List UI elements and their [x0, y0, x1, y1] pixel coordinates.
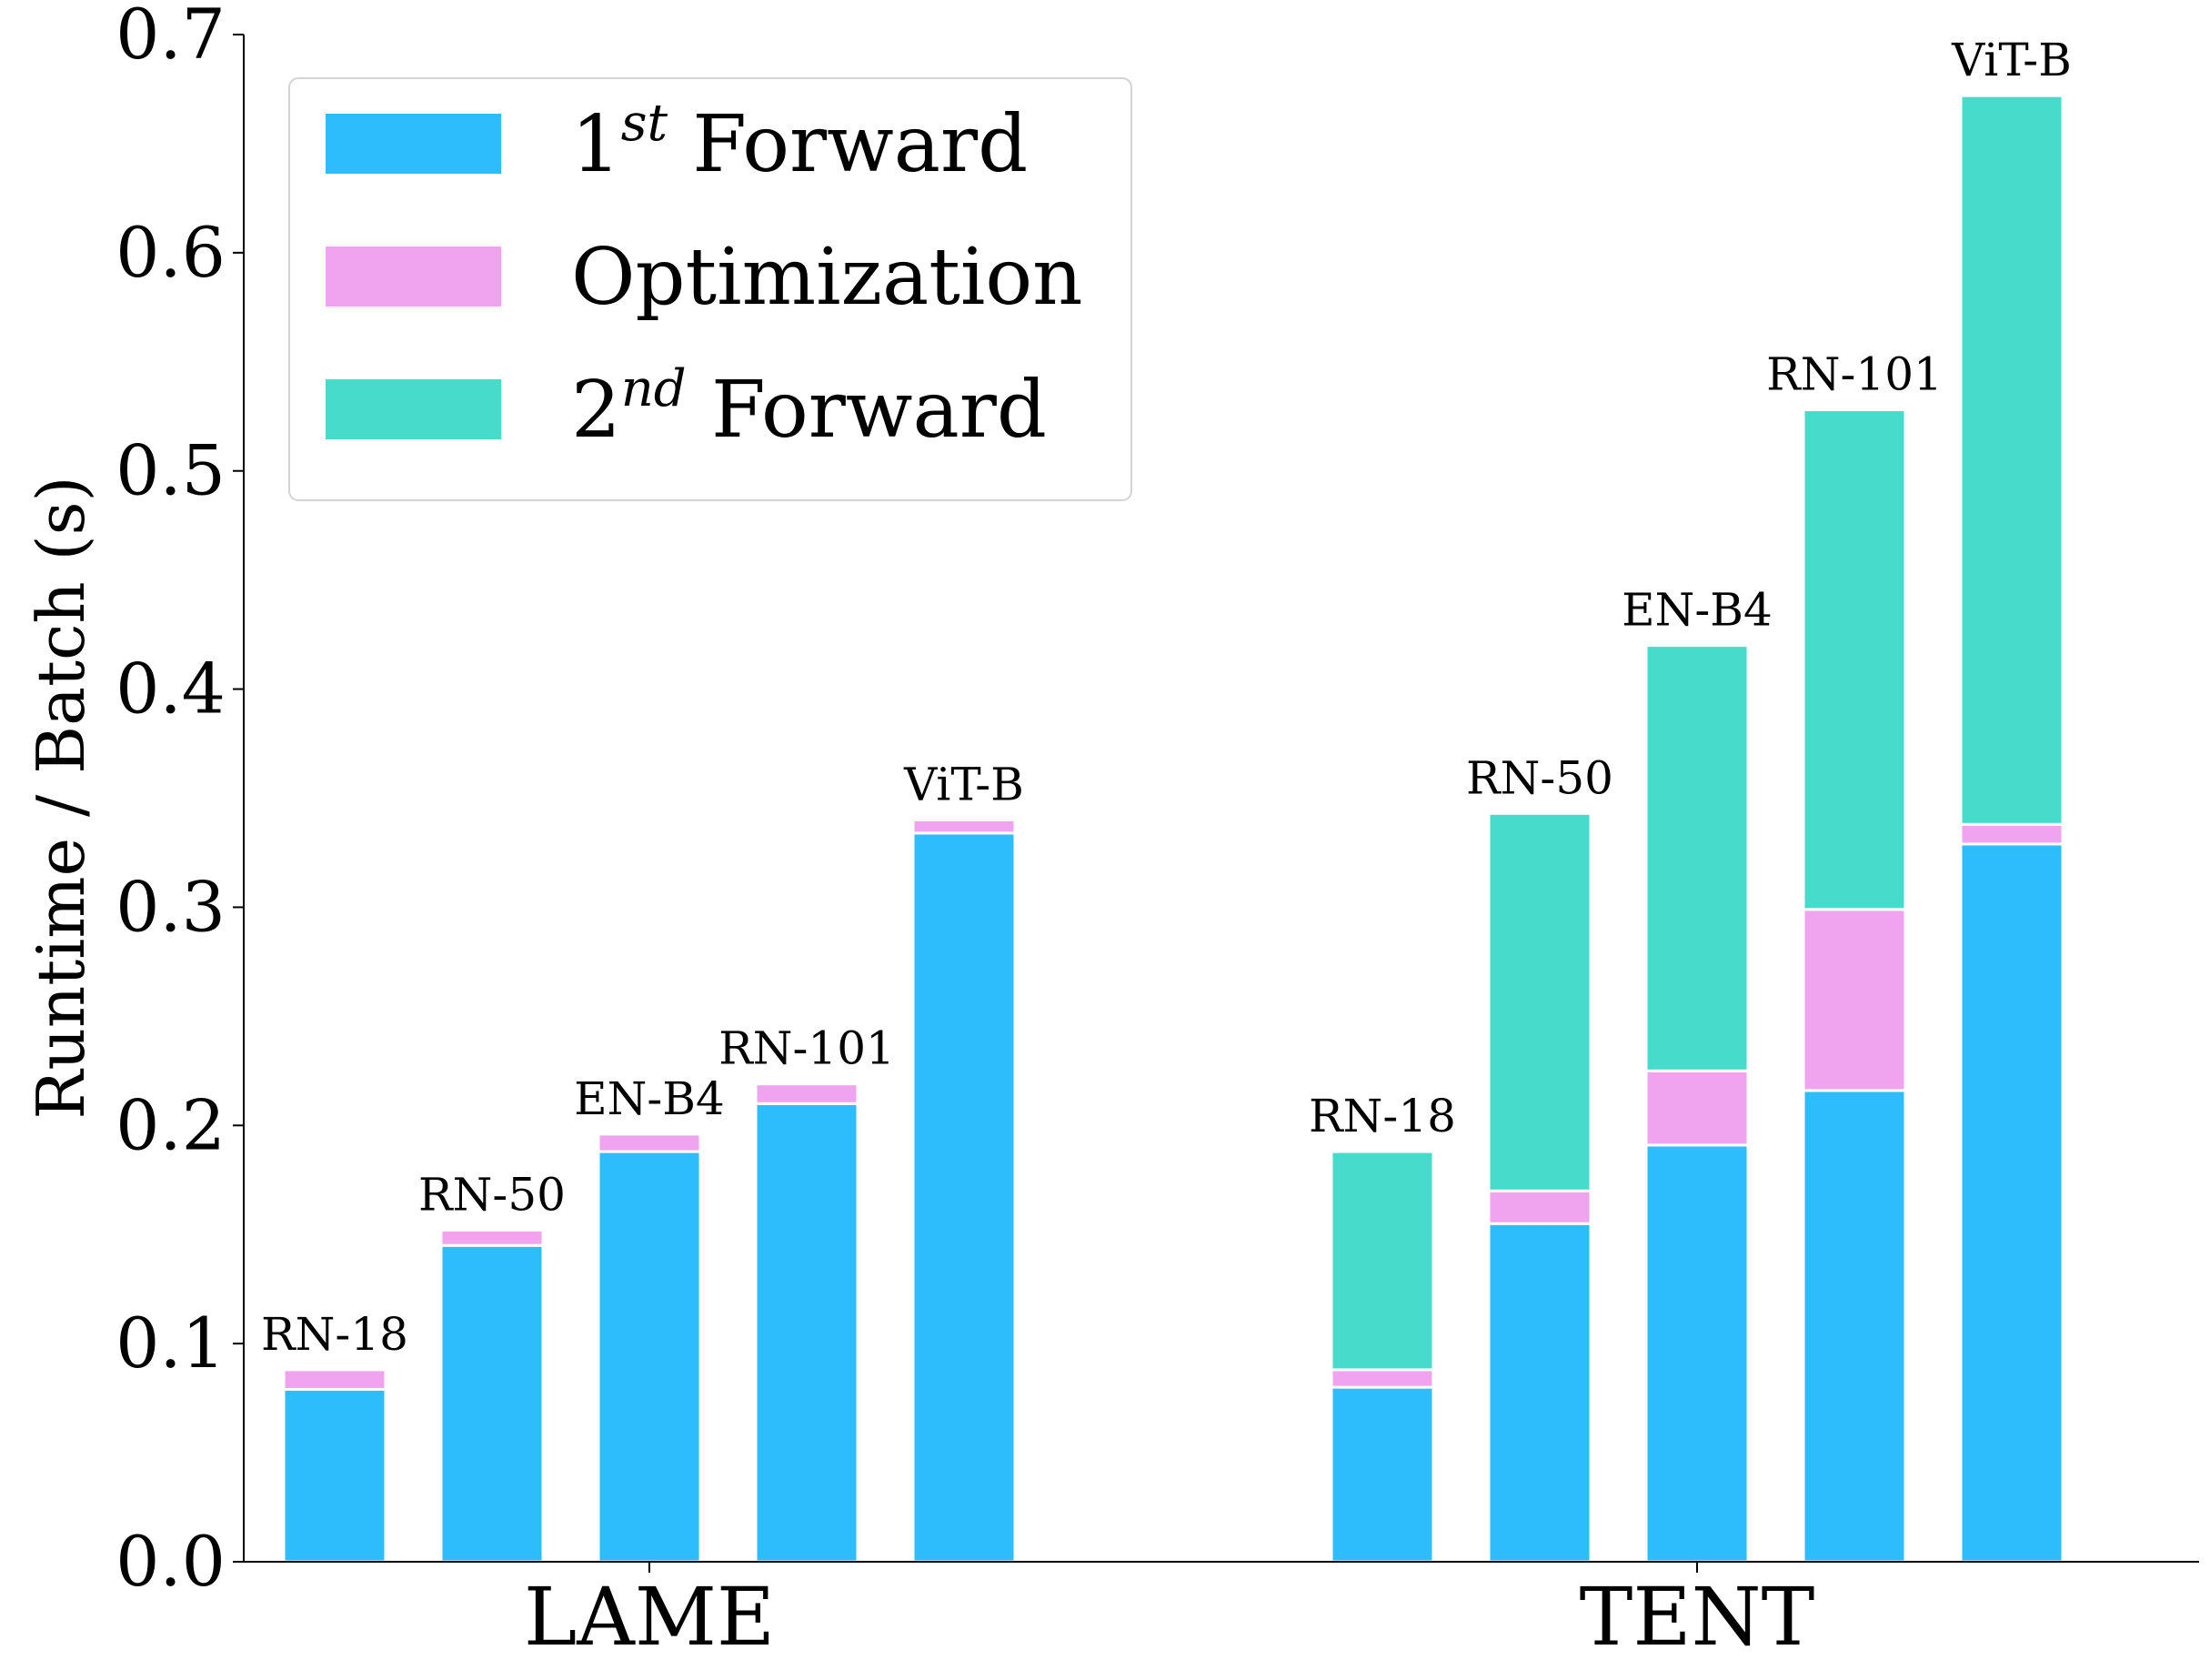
y-tick-label: 0.0: [116, 1521, 226, 1602]
bar-segment: [754, 1102, 859, 1564]
y-tick-label: 0.2: [116, 1084, 226, 1165]
bar-segment: [597, 1132, 702, 1153]
bar-segment: [1802, 1089, 1907, 1564]
bar-segment: [1644, 1069, 1750, 1147]
legend-swatch: [326, 379, 501, 439]
bar-model-label: RN-18: [261, 1308, 408, 1361]
bar-segment: [1959, 822, 2064, 846]
bar-model-label: RN-101: [718, 1022, 895, 1075]
bar-segment: [282, 1368, 387, 1392]
bar-segment: [1802, 908, 1907, 1092]
bar-segment: [1487, 811, 1592, 1192]
bar-labels-layer: RN-18RN-50EN-B4RN-101ViT-BRN-18RN-50EN-B…: [261, 34, 2072, 1361]
y-tick-label: 0.3: [116, 866, 226, 947]
bar-segment: [911, 831, 1017, 1564]
bar-model-label: RN-101: [1766, 348, 1943, 401]
bar-model-label: ViT-B: [903, 758, 1024, 810]
bar-segment: [1644, 1143, 1750, 1564]
bar-segment: [1487, 1222, 1592, 1564]
bar-segment: [754, 1082, 859, 1105]
bar-segment: [439, 1243, 545, 1564]
bar-model-label: RN-18: [1309, 1090, 1456, 1142]
legend-label: 2nd Forward: [571, 359, 1047, 456]
legend-swatch: [326, 114, 501, 174]
bars-layer: [282, 94, 2064, 1564]
bar-segment: [911, 818, 1017, 835]
bar-model-label: EN-B4: [1622, 584, 1773, 637]
y-tick-label: 0.4: [116, 649, 226, 729]
bar-segment: [439, 1228, 545, 1247]
bar-model-label: EN-B4: [574, 1072, 725, 1125]
bar-model-label: ViT-B: [1951, 34, 2072, 86]
x-ticks-layer: LAME TENT: [524, 1562, 1814, 1664]
bar-segment: [1959, 842, 2064, 1564]
bar-model-label: RN-50: [418, 1168, 566, 1221]
bar-segment: [1802, 408, 1907, 911]
bar-segment: [282, 1388, 387, 1564]
x-tick-label: TENT: [1580, 1570, 1815, 1664]
bar-segment: [1644, 644, 1750, 1072]
legend-label: Optimization: [571, 232, 1083, 323]
axes-layer: [243, 35, 2199, 1563]
bar-segment: [597, 1150, 702, 1564]
bar-segment: [1330, 1385, 1435, 1564]
legend-label: 1st Forward: [571, 94, 1028, 190]
legend-swatch: [326, 246, 501, 307]
legend: 1st Forward Optimization 2nd Forward: [288, 77, 1132, 501]
y-axis-label: Runtime / Batch (s): [23, 476, 99, 1119]
y-tick-label: 0.1: [116, 1303, 226, 1383]
y-tick-label: 0.7: [116, 0, 226, 75]
y-tick-label: 0.6: [116, 212, 226, 293]
y-tick-label: 0.5: [116, 430, 226, 511]
bar-segment: [1959, 94, 2064, 826]
bar-segment: [1330, 1150, 1435, 1372]
bar-segment: [1330, 1368, 1435, 1389]
x-tick-label: LAME: [524, 1570, 775, 1664]
y-ticks-layer: 0.0 0.1 0.2 0.3 0.4 0.5 0.6 0.7: [116, 0, 244, 1602]
bar-segment: [1487, 1189, 1592, 1225]
bar-model-label: RN-50: [1466, 751, 1613, 804]
